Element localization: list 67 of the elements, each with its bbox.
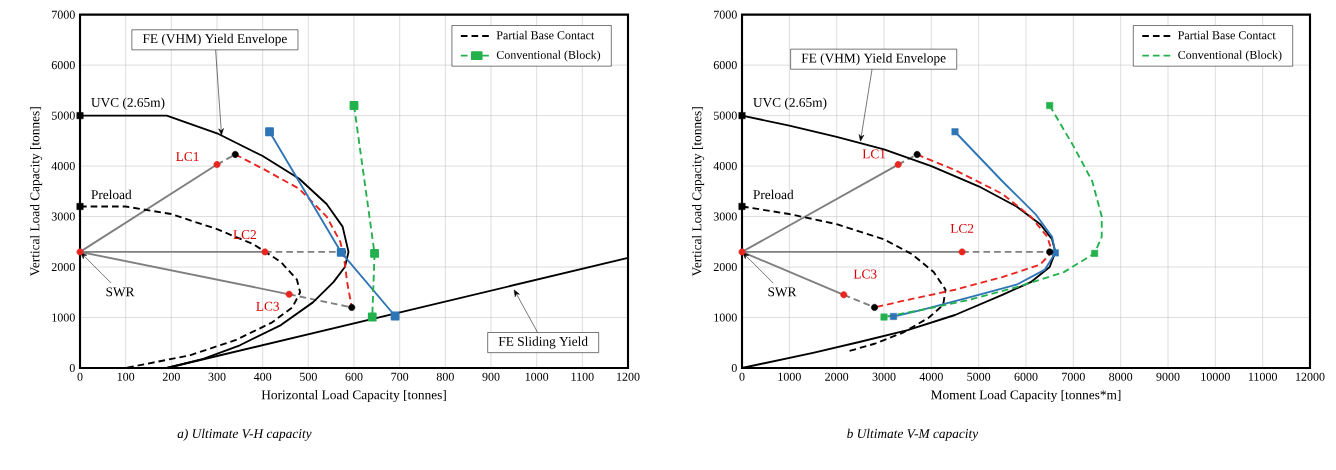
x-tick-label: 300 xyxy=(208,372,226,381)
x-tick-label: 9000 xyxy=(1156,372,1180,381)
legend-label: Partial Base Contact xyxy=(496,30,595,40)
x-tick-label: 4000 xyxy=(919,372,943,381)
annotation: SWR xyxy=(768,287,797,297)
annotation: LC2 xyxy=(950,224,974,233)
x-tick-label: 900 xyxy=(482,372,500,381)
y-tick-label: 5000 xyxy=(51,111,75,120)
y-tick-label: 2000 xyxy=(51,262,75,272)
x-tick-label: 7000 xyxy=(1062,372,1085,381)
y-tick-label: 0 xyxy=(69,363,75,373)
legend-label: Conventional (Block) xyxy=(1178,50,1282,62)
x-tick-label: 6000 xyxy=(1014,372,1038,381)
x-tick-label: 600 xyxy=(345,372,363,381)
x-tick-label: 3000 xyxy=(872,372,896,381)
y-tick-label: 6000 xyxy=(713,61,737,70)
y-axis-title: Vertical Load Capacity [tonnes] xyxy=(692,107,705,277)
annotation: LC3 xyxy=(853,269,877,279)
x-tick-label: 1100 xyxy=(571,372,594,381)
y-tick-label: 5000 xyxy=(713,111,737,120)
y-tick-label: 7000 xyxy=(52,10,75,19)
x-axis-title: Horizontal Load Capacity [tonnes] xyxy=(261,389,446,403)
y-tick-label: 4000 xyxy=(713,162,737,171)
annotation: UVC (2.65m) xyxy=(91,97,165,110)
annotation: Preload xyxy=(753,189,794,200)
x-axis-title: Moment Load Capacity [tonnes*m] xyxy=(931,389,1121,403)
x-tick-label: 11000 xyxy=(1248,372,1277,381)
text: a) Ultimate V-H capacity xyxy=(177,428,312,441)
annotation: LC1 xyxy=(176,152,199,162)
x-tick-label: 700 xyxy=(391,372,409,381)
x-tick-label: 8000 xyxy=(1109,372,1133,381)
legend-label: Conventional (Block) xyxy=(496,50,601,62)
y-tick-label: 4000 xyxy=(51,162,75,171)
x-tick-label: 1200 xyxy=(617,372,640,381)
y-axis-title: Vertical Load Capacity [tonnes] xyxy=(30,107,43,277)
annotation: LC1 xyxy=(862,149,886,159)
annotation: SWR xyxy=(106,287,135,297)
x-tick-label: 0 xyxy=(77,372,83,381)
x-tick-label: 800 xyxy=(436,372,454,381)
x-tick-label: 200 xyxy=(162,372,180,381)
text: b Ultimate V-M capacity xyxy=(847,428,979,441)
annotation: Preload xyxy=(91,189,132,200)
x-tick-label: 1000 xyxy=(778,372,801,381)
annotation: LC3 xyxy=(256,301,280,311)
x-tick-label: 5000 xyxy=(967,372,991,381)
y-tick-label: 0 xyxy=(731,363,737,373)
x-tick-label: 100 xyxy=(117,372,135,381)
y-tick-label: 3000 xyxy=(51,212,75,221)
annotation: FE Sliding Yield xyxy=(498,336,588,349)
y-tick-label: 7000 xyxy=(714,10,737,19)
y-tick-label: 2000 xyxy=(713,262,737,272)
y-tick-label: 6000 xyxy=(51,61,75,70)
annotation: LC2 xyxy=(233,230,256,240)
x-tick-label: 1000 xyxy=(525,372,549,381)
annotation: UVC (2.65m) xyxy=(753,97,827,110)
x-tick-label: 10000 xyxy=(1201,372,1230,381)
x-tick-label: 0 xyxy=(739,372,745,381)
y-tick-label: 3000 xyxy=(713,212,737,221)
annotation: FE (VHM) Yield Envelope xyxy=(801,53,946,66)
x-tick-label: 400 xyxy=(253,372,272,381)
x-tick-label: 2000 xyxy=(825,372,849,381)
x-tick-label: 500 xyxy=(300,372,317,381)
annotation: FE (VHM) Yield Envelope xyxy=(142,33,287,46)
x-tick-label: 12000 xyxy=(1296,372,1325,381)
y-tick-label: 1000 xyxy=(714,313,737,322)
legend-label: Partial Base Contact xyxy=(1178,30,1276,40)
y-tick-label: 1000 xyxy=(52,313,75,322)
